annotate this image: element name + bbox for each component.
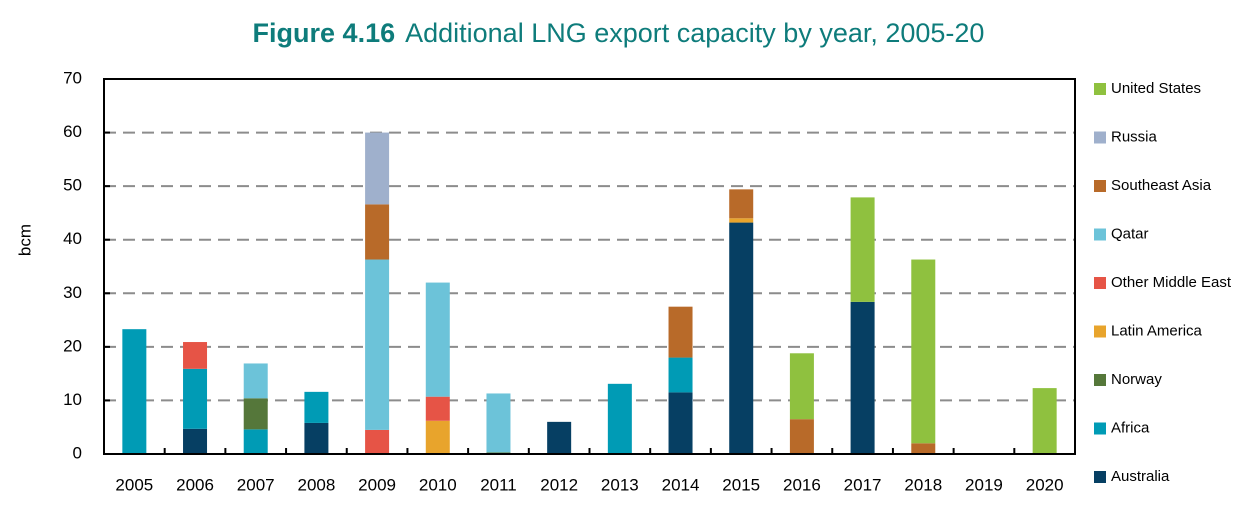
bar-segment-southeast-asia-2015 bbox=[729, 189, 754, 219]
plot-frame bbox=[103, 78, 1076, 455]
x-tick-labels: 2005 2006 2007 2008 2009 2010 2011 2012 2013 2014… bbox=[115, 475, 1063, 494]
legend-swatch bbox=[1094, 277, 1106, 289]
y-tick-label: 30 bbox=[63, 283, 82, 302]
y-tick-label: 10 bbox=[63, 390, 82, 409]
axes bbox=[103, 78, 1076, 455]
legend-item-qatar: Qatar bbox=[1094, 225, 1149, 242]
legend-item-united-states: United States bbox=[1094, 80, 1201, 97]
bar-segment-qatar-2011 bbox=[486, 393, 511, 453]
x-tick-label: 2020 bbox=[1026, 475, 1064, 494]
y-tick-label: 70 bbox=[63, 68, 82, 87]
legend-label: United States bbox=[1111, 80, 1201, 97]
bar-segment-africa-2006 bbox=[183, 368, 208, 429]
legend: United States Russia Southeast Asia Qatar Ot… bbox=[1094, 80, 1232, 485]
bar-segment-latin-america-2010 bbox=[425, 420, 450, 454]
x-tick-label: 2007 bbox=[237, 475, 275, 494]
legend-item-russia: Russia bbox=[1094, 128, 1158, 145]
legend-label: Southeast Asia bbox=[1111, 177, 1212, 194]
x-tick-label: 2012 bbox=[540, 475, 578, 494]
bar-segment-australia-2006 bbox=[183, 428, 208, 454]
bar-segment-africa-2014 bbox=[668, 357, 693, 393]
bar-segment-other-middle-east-2010 bbox=[425, 396, 450, 421]
bars bbox=[122, 132, 1057, 454]
legend-label: Russia bbox=[1111, 128, 1158, 145]
legend-swatch bbox=[1094, 131, 1106, 144]
legend-label: Australia bbox=[1111, 468, 1170, 485]
legend-swatch bbox=[1094, 83, 1106, 95]
figure-title: Additional LNG export capacity by year, … bbox=[405, 18, 985, 48]
y-axis-label: bcm bbox=[15, 224, 34, 256]
bar-segment-australia-2017 bbox=[850, 301, 875, 454]
y-tick-label: 40 bbox=[63, 229, 82, 248]
bar-segment-southeast-asia-2014 bbox=[668, 306, 693, 358]
legend-swatch bbox=[1094, 325, 1106, 338]
bar-segment-africa-2005 bbox=[122, 329, 147, 454]
bar-segment-united-states-2018 bbox=[911, 259, 936, 444]
legend-item-latin-america: Latin America bbox=[1094, 322, 1203, 339]
bar-segment-africa-2007 bbox=[243, 429, 268, 454]
bar-segment-other-middle-east-2006 bbox=[183, 342, 208, 369]
legend-item-other-middle-east: Other Middle East bbox=[1094, 274, 1232, 291]
bar-segment-southeast-asia-2016 bbox=[789, 419, 814, 454]
x-tick-label: 2009 bbox=[358, 475, 396, 494]
legend-item-norway: Norway bbox=[1094, 371, 1162, 388]
bar-segment-norway-2007 bbox=[243, 398, 268, 430]
legend-item-africa: Africa bbox=[1094, 419, 1150, 436]
x-tick-label: 2014 bbox=[662, 475, 700, 494]
legend-label: Africa bbox=[1111, 419, 1150, 436]
legend-swatch bbox=[1094, 228, 1106, 241]
legend-swatch bbox=[1094, 422, 1106, 435]
y-tick-label: 50 bbox=[63, 176, 82, 195]
bar-segment-africa-2008 bbox=[304, 391, 329, 423]
legend-item-australia: Australia bbox=[1094, 468, 1170, 485]
legend-swatch bbox=[1094, 374, 1106, 386]
bar-segment-australia-2014 bbox=[668, 392, 693, 454]
x-tick-label: 2017 bbox=[844, 475, 882, 494]
x-tick-label: 2006 bbox=[176, 475, 214, 494]
x-tick-label: 2005 bbox=[115, 475, 153, 494]
y-tick-labels: 0 10 20 30 40 50 60 70 bbox=[63, 68, 82, 462]
x-tick-label: 2018 bbox=[904, 475, 942, 494]
legend-swatch bbox=[1094, 471, 1106, 483]
bar-segment-united-states-2017 bbox=[850, 197, 875, 302]
legend-swatch bbox=[1094, 180, 1106, 192]
bar-segment-latin-america-2015 bbox=[729, 218, 754, 223]
bar-segment-australia-2012 bbox=[547, 421, 572, 454]
x-tick-label: 2016 bbox=[783, 475, 821, 494]
y-tick-label: 60 bbox=[63, 122, 82, 141]
bar-segment-australia-2015 bbox=[729, 222, 754, 454]
x-tick-label: 2015 bbox=[722, 475, 760, 494]
figure-number: Figure 4.16 bbox=[252, 18, 396, 48]
bar-segment-australia-2008 bbox=[304, 422, 329, 454]
legend-label: Latin America bbox=[1111, 322, 1203, 339]
bar-segment-other-middle-east-2009 bbox=[365, 429, 390, 454]
legend-item-southeast-asia: Southeast Asia bbox=[1094, 177, 1212, 194]
x-tick-label: 2011 bbox=[480, 475, 517, 494]
x-tick-label: 2019 bbox=[965, 475, 1003, 494]
bar-segment-united-states-2020 bbox=[1032, 388, 1057, 454]
legend-label: Norway bbox=[1111, 371, 1162, 388]
bar-segment-russia-2009 bbox=[365, 132, 390, 205]
x-tick-label: 2008 bbox=[297, 475, 335, 494]
legend-label: Qatar bbox=[1111, 225, 1149, 242]
chart-title: Figure 4.16 Additional LNG export capacit… bbox=[0, 18, 1237, 49]
y-tick-label: 20 bbox=[63, 336, 82, 355]
x-tick-label: 2013 bbox=[601, 475, 639, 494]
x-tick-label: 2010 bbox=[419, 475, 457, 494]
bar-segment-qatar-2009 bbox=[365, 259, 390, 430]
bar-segment-southeast-asia-2018 bbox=[911, 443, 936, 454]
bar-segment-southeast-asia-2009 bbox=[365, 204, 390, 260]
legend-label: Other Middle East bbox=[1111, 274, 1232, 291]
bar-segment-qatar-2007 bbox=[243, 363, 268, 399]
bar-segment-africa-2013 bbox=[607, 383, 632, 454]
bar-segment-qatar-2010 bbox=[425, 282, 450, 397]
y-tick-label: 0 bbox=[73, 443, 82, 462]
bar-segment-united-states-2016 bbox=[789, 353, 814, 420]
